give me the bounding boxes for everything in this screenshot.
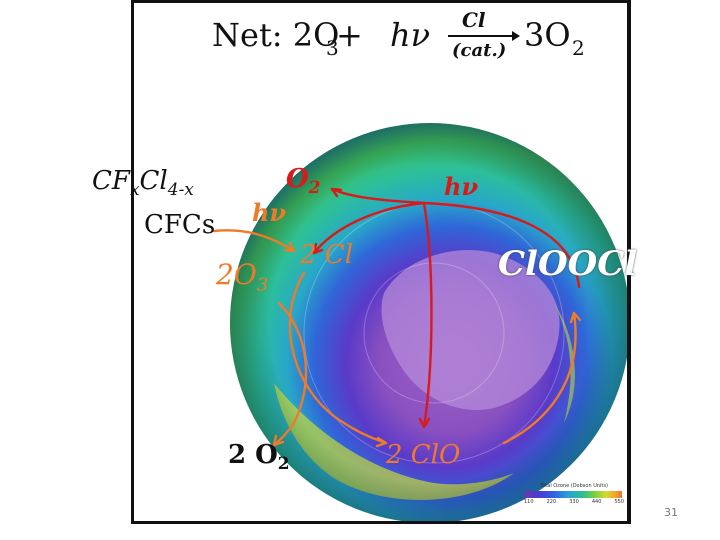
ozone-legend: Total Ozone (Dobson Units) 110 220 330 4… [524,483,624,513]
arrow-clo-to-cloocl [502,311,577,445]
catalyst-label: Cl [462,8,486,32]
legend-tick: 220 [546,499,557,505]
two-o2-label: 2 O2 [228,440,290,474]
catalyst-note: (cat.) [452,40,507,61]
formula-subscript: 3 [256,274,269,296]
arrowhead [375,436,388,448]
net-equation: Net: 2O 3 + hν Cl (cat.) 3O 2 [212,8,602,74]
formula-part: O [286,164,309,194]
image-frame [131,0,631,524]
formula-subscript: 2 [277,454,290,475]
two-o3-label: 2O3 [216,258,268,296]
ozone-globe-map [212,123,627,521]
arrowhead [569,311,582,324]
legend-color-bar [524,491,622,498]
arrow-o3-to-o2 [272,301,308,447]
equation-subscript: 2 [572,36,585,60]
equation-subscript: 3 [326,36,339,60]
legend-tick: 110 [524,499,534,505]
legend-ticks: 110 220 330 440 550 [524,499,624,505]
formula-part: Cl [139,166,168,196]
equation-plus: + [336,16,363,54]
o2-product-label: O2 [286,164,321,198]
equation-photon: hν [390,16,431,54]
arrow-cloocl-photolysis [422,201,581,289]
slide-number: 31 [664,506,678,519]
arrow-to-o2 [330,187,426,205]
arrow-cl-to-clo [288,271,388,445]
arrowhead [418,417,431,429]
legend-tick: 440 [591,499,602,505]
photon-red-label: hν [444,172,479,201]
photon-orange-label: hν [252,198,287,227]
arrowhead [312,242,324,255]
formula-subscript: x [129,180,140,201]
cfxcl-formula: CFxCl4-x [92,166,194,200]
reaction-arrow [448,31,520,41]
arrow-cfcs-to-cl [212,229,296,253]
arrowhead [330,187,343,198]
equation-product: 3O [524,16,571,54]
two-clo-label: 2 ClO [386,440,461,470]
arrowhead [272,434,285,447]
legend-tick: 550 [614,499,624,505]
formula-subscript: 2 [308,178,321,199]
formula-part: CF [92,166,130,196]
arrowhead [283,241,296,253]
legend-tick: 330 [569,499,579,505]
cloocl-label: ClOOCl [498,244,638,284]
arrow-down-to-clo [422,201,433,429]
formula-subscript: 4-x [167,180,194,201]
arrow-to-cl [312,201,426,255]
cfcs-label: CFCs [144,210,216,240]
equation-prefix: Net: 2O [212,16,340,54]
formula-part: 2 O [228,440,278,470]
legend-title: Total Ozone (Dobson Units) [540,483,608,489]
formula-part: 2O [216,258,257,291]
two-cl-label: 2 Cl [300,240,354,270]
